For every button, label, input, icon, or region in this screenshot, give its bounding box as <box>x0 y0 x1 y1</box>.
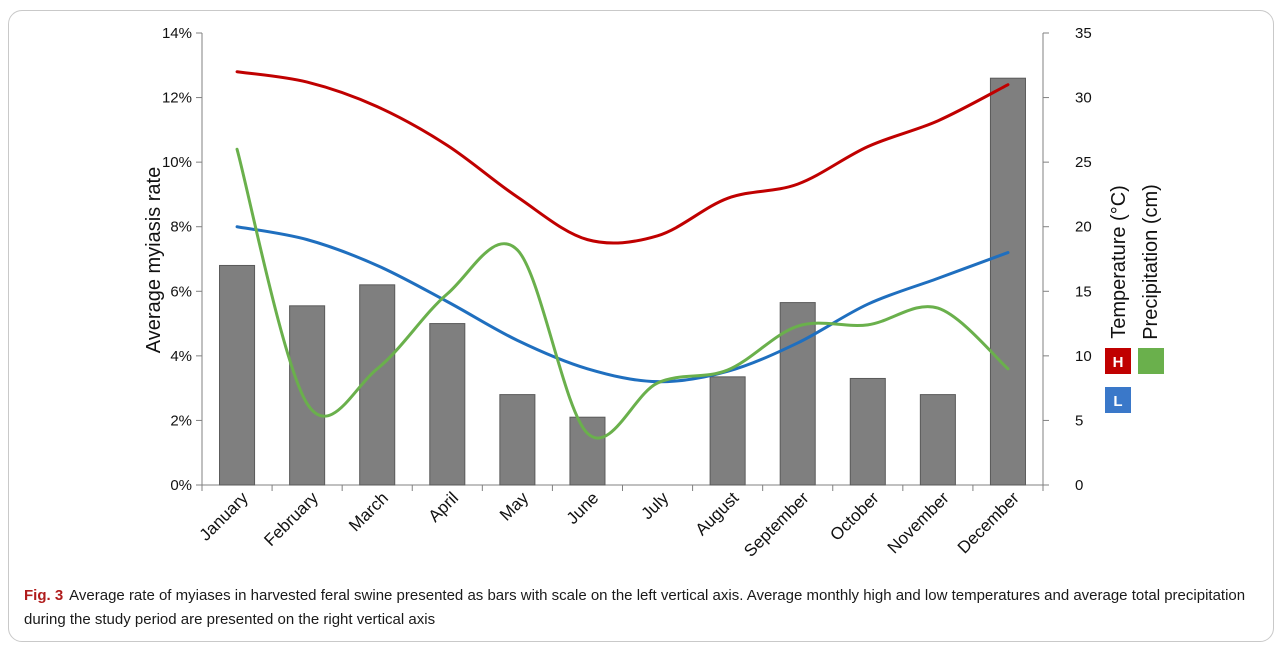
y2-tick-label: 30 <box>1075 90 1092 107</box>
legend: H L <box>1105 348 1164 413</box>
axis-labels: Average myiasis rate Temperature (°C) Pr… <box>143 167 1162 353</box>
line-precipitation <box>235 147 1010 440</box>
y2-axis-label-precipitation: Precipitation (cm) <box>1140 184 1162 340</box>
line-series <box>235 70 1010 440</box>
y2-tick-label: 5 <box>1075 412 1083 429</box>
legend-high-marker: H <box>1113 354 1124 371</box>
x-tick-label: April <box>425 488 462 525</box>
caption-text: Average rate of myiases in harvested fer… <box>24 587 1246 628</box>
line-low <box>235 225 1010 384</box>
legend-precipitation-swatch <box>1138 348 1164 374</box>
legend-low-swatch <box>1105 387 1131 413</box>
bar <box>989 77 1026 486</box>
y2-tick-label: 15 <box>1075 283 1092 300</box>
bar <box>849 377 886 486</box>
y-tick-label: 12% <box>162 90 192 107</box>
bar <box>219 264 256 486</box>
bar <box>499 394 536 486</box>
bar <box>429 323 466 486</box>
bar <box>569 416 606 486</box>
legend-low-marker: L <box>1113 393 1122 410</box>
x-tick-label: June <box>563 488 603 528</box>
line-high <box>235 70 1010 245</box>
bar <box>289 305 326 486</box>
y2-tick-label: 10 <box>1075 348 1092 365</box>
x-tick-label: February <box>260 488 322 550</box>
x-tick-label: January <box>196 488 253 545</box>
y-tick-label: 6% <box>170 283 192 300</box>
y-tick-label: 4% <box>170 348 192 365</box>
y2-tick-label: 35 <box>1075 25 1092 42</box>
y-tick-label: 10% <box>162 154 192 171</box>
legend-high-swatch <box>1105 348 1131 374</box>
x-tick-label: July <box>638 488 673 523</box>
x-tick-label: May <box>496 488 532 524</box>
caption-label: Fig. 3 <box>24 587 64 604</box>
y2-axis-label-temperature: Temperature (°C) <box>1108 185 1130 339</box>
bar <box>709 376 746 486</box>
x-tick-label: October <box>826 488 882 544</box>
x-tick-label: March <box>345 488 392 535</box>
x-tick-label: September <box>740 488 812 560</box>
y-tick-label: 2% <box>170 412 192 429</box>
bar-series <box>219 77 1026 486</box>
x-tick-label: August <box>692 488 743 539</box>
y-tick-label: 0% <box>170 477 192 494</box>
x-tick-label: November <box>884 488 953 557</box>
y2-tick-label: 20 <box>1075 219 1092 236</box>
myiasis-chart: 0% 2% 4% 6% 8% 10% 12% 14% 0 5 10 15 20 25 30 35 January… <box>143 25 1164 561</box>
y2-tick-label: 0 <box>1075 477 1083 494</box>
y-tick-label: 8% <box>170 219 192 236</box>
figure-caption: Fig. 3 Average rate of myiases in harvest… <box>24 584 1254 632</box>
x-tick-label: December <box>954 488 1023 557</box>
bar <box>779 302 816 486</box>
y-axis-label: Average myiasis rate <box>143 167 165 353</box>
y-tick-label: 14% <box>162 25 192 42</box>
bar <box>919 394 956 486</box>
y2-tick-label: 25 <box>1075 154 1092 171</box>
bar <box>359 284 396 486</box>
figure-frame <box>8 10 1274 642</box>
